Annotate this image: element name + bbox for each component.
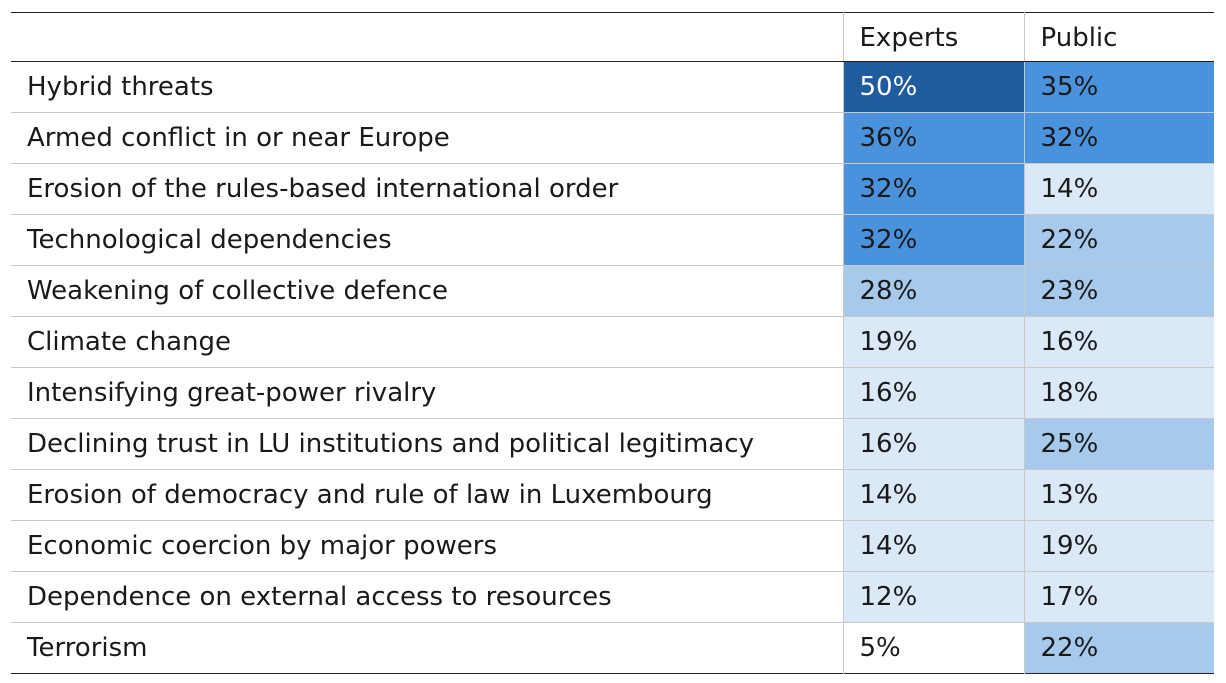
heatmap-body: Hybrid threats 50% 35% Armed conflict in or…: [11, 61, 1214, 674]
table-row: Terrorism 5% 22%: [11, 622, 1214, 674]
table-row: Armed conflict in or near Europe 36% 32%: [11, 112, 1214, 164]
table-row: Erosion of the rules-based international…: [11, 163, 1214, 215]
heatmap-cell-public: 19%: [1023, 520, 1214, 572]
heatmap-cell-public: 13%: [1023, 469, 1214, 521]
heatmap-cell-public: 16%: [1023, 316, 1214, 368]
header-row: Experts Public: [11, 12, 1214, 62]
table-row: Declining trust in LU institutions and p…: [11, 418, 1214, 470]
row-label: Hybrid threats: [27, 72, 214, 102]
heatmap-cell-experts: 5%: [842, 622, 1024, 674]
heatmap-cell-experts: 50%: [842, 61, 1024, 113]
table-row: Economic coercion by major powers 14% 19%: [11, 520, 1214, 572]
heatmap-cell-public: 22%: [1023, 622, 1214, 674]
heatmap-cell-public: 17%: [1023, 571, 1214, 623]
heatmap-cell-experts: 16%: [842, 418, 1024, 470]
row-label: Erosion of the rules-based international…: [11, 163, 843, 215]
column-header-experts: Experts: [842, 12, 1024, 62]
heatmap-cell-public: 18%: [1023, 367, 1214, 419]
heatmap-cell-public: 22%: [1023, 214, 1214, 266]
table-row: Weakening of collective defence 28% 23%: [11, 265, 1214, 317]
heatmap-cell-public: 35%: [1023, 61, 1214, 113]
heatmap-cell-experts: 14%: [842, 520, 1024, 572]
table-row: Climate change 19% 16%: [11, 316, 1214, 368]
row-label: Climate change: [11, 316, 843, 368]
table-row: Dependence on external access to resourc…: [11, 571, 1214, 623]
heatmap-cell-public: 23%: [1023, 265, 1214, 317]
heatmap-cell-experts: 16%: [842, 367, 1024, 419]
heatmap-cell-public: 32%: [1023, 112, 1214, 164]
heatmap-cell-experts: 14%: [842, 469, 1024, 521]
row-label: Economic coercion by major powers: [11, 520, 843, 572]
table-row: Technological dependencies 32% 22%: [11, 214, 1214, 266]
table-row: Erosion of democracy and rule of law in …: [11, 469, 1214, 521]
risk-heatmap-table: Experts Public Hybrid threats 50% 35% Armed…: [11, 12, 1214, 674]
heatmap-cell-experts: 32%: [842, 163, 1024, 215]
row-label: Weakening of collective defence: [11, 265, 843, 317]
row-label: Dependence on external access to resourc…: [11, 571, 843, 623]
column-header-public: Public: [1023, 12, 1214, 62]
heatmap-cell-experts: 36%: [842, 112, 1024, 164]
heatmap-cell-experts: 19%: [842, 316, 1024, 368]
row-label: Erosion of democracy and rule of law in …: [11, 469, 843, 521]
row-label: Intensifying great-power rivalry: [11, 367, 843, 419]
table-row: Hybrid threats 50% 35%: [11, 61, 1214, 113]
row-label: Terrorism: [11, 622, 843, 674]
heatmap-cell-experts: 28%: [842, 265, 1024, 317]
row-label: Declining trust in LU institutions and p…: [11, 418, 843, 470]
heatmap-cell-public: 14%: [1023, 163, 1214, 215]
heatmap-cell-experts: 12%: [842, 571, 1024, 623]
heatmap-cell-public: 25%: [1023, 418, 1214, 470]
row-label-header: [11, 12, 843, 62]
row-label: Armed conflict in or near Europe: [11, 112, 843, 164]
heatmap-cell-experts: 32%: [842, 214, 1024, 266]
row-label: Technological dependencies: [11, 214, 843, 266]
table-row: Intensifying great-power rivalry 16% 18%: [11, 367, 1214, 419]
